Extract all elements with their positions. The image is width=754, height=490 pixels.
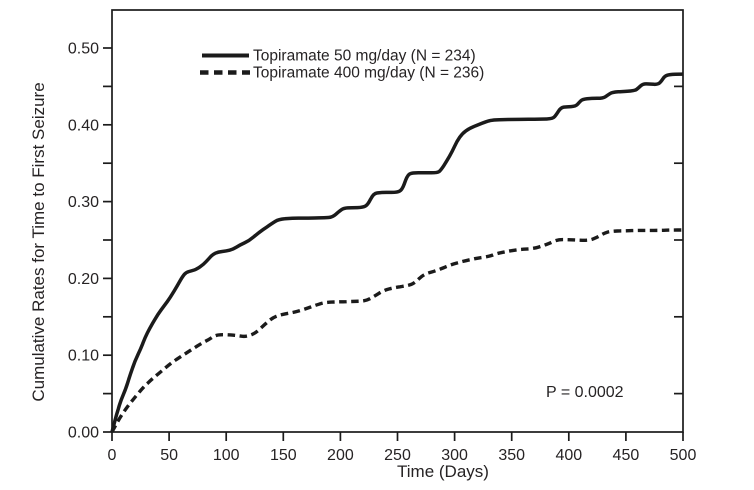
x-tick-label: 0 <box>108 447 117 464</box>
x-tick-label: 450 <box>613 447 640 464</box>
y-tick-label: 0.40 <box>68 117 99 134</box>
x-tick-label: 500 <box>670 447 697 464</box>
y-tick-label: 0.30 <box>68 194 99 211</box>
y-axis-ticks: 0.00 0.10 0.20 0.30 0.40 0.50 <box>68 41 112 442</box>
x-tick-label: 250 <box>384 447 411 464</box>
y-tick-label: 0.50 <box>68 41 99 58</box>
legend: Topiramate 50 mg/day (N = 234) Topiramat… <box>200 48 484 82</box>
x-tick-label: 350 <box>498 447 525 464</box>
x-axis-title: Time (Days) <box>397 462 489 481</box>
p-value-annotation: P = 0.0002 <box>546 384 624 401</box>
right-edge-ticks <box>674 85 683 395</box>
x-tick-label: 400 <box>555 447 582 464</box>
x-tick-label: 200 <box>327 447 354 464</box>
x-tick-label: 50 <box>160 447 178 464</box>
y-tick-label: 0.00 <box>68 425 99 442</box>
x-tick-label: 150 <box>270 447 297 464</box>
x-tick-label: 100 <box>213 447 240 464</box>
x-tick-label: 300 <box>441 447 468 464</box>
y-tick-label: 0.20 <box>68 271 99 288</box>
legend-label-topiramate-400: Topiramate 400 mg/day (N = 236) <box>253 65 484 82</box>
y-tick-label: 0.10 <box>68 348 99 365</box>
series-curve-dashed <box>110 228 683 433</box>
x-axis-ticks: 0 50 100 150 200 250 300 350 400 450 500 <box>108 432 697 464</box>
legend-label-topiramate-50: Topiramate 50 mg/day (N = 234) <box>253 48 476 65</box>
series-group <box>110 72 684 433</box>
y-axis-title: Cumulative Rates for Time to First Seizu… <box>29 82 48 401</box>
series-curve-solid <box>110 72 684 433</box>
